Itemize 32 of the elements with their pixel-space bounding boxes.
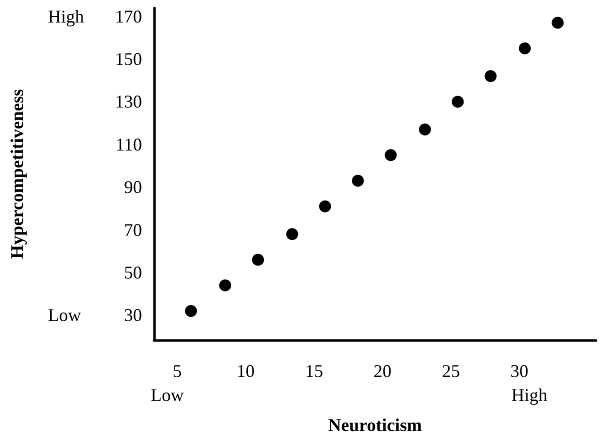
- point: [184, 304, 197, 317]
- point: [252, 254, 264, 266]
- point: [352, 174, 364, 187]
- y-tick-label: 70: [124, 220, 142, 240]
- x-tick-label: 15: [305, 361, 324, 381]
- text: High: [48, 6, 84, 26]
- y-tick-label: 150: [115, 49, 142, 70]
- text: Low: [48, 305, 81, 326]
- point: [452, 96, 464, 108]
- y-tick-label: 50: [124, 262, 142, 283]
- point: [484, 70, 497, 82]
- y-tick-label: 30: [124, 305, 142, 326]
- x-tick-label: 10: [236, 361, 255, 381]
- y-tick-label: 90: [124, 177, 142, 198]
- point: [418, 123, 431, 136]
- x-tick-label: 5: [172, 361, 182, 381]
- point: [384, 149, 397, 162]
- point: [219, 279, 232, 292]
- point: [518, 42, 531, 54]
- y-tick-label: 110: [116, 134, 142, 154]
- text: Low: [150, 385, 184, 405]
- x-axis-title: Neuroticism: [328, 415, 422, 435]
- point: [552, 16, 564, 29]
- y-tick-label: 130: [115, 92, 142, 112]
- x-tick-label: 30: [510, 361, 528, 381]
- y-axis-title: Hypercompetitiveness: [7, 89, 27, 259]
- x-tick-label: 20: [374, 361, 392, 381]
- text: High: [511, 385, 548, 405]
- point: [319, 200, 332, 212]
- y-tick-label: 170: [115, 6, 142, 26]
- point: [286, 228, 298, 240]
- x-tick-label: 25: [442, 361, 460, 381]
